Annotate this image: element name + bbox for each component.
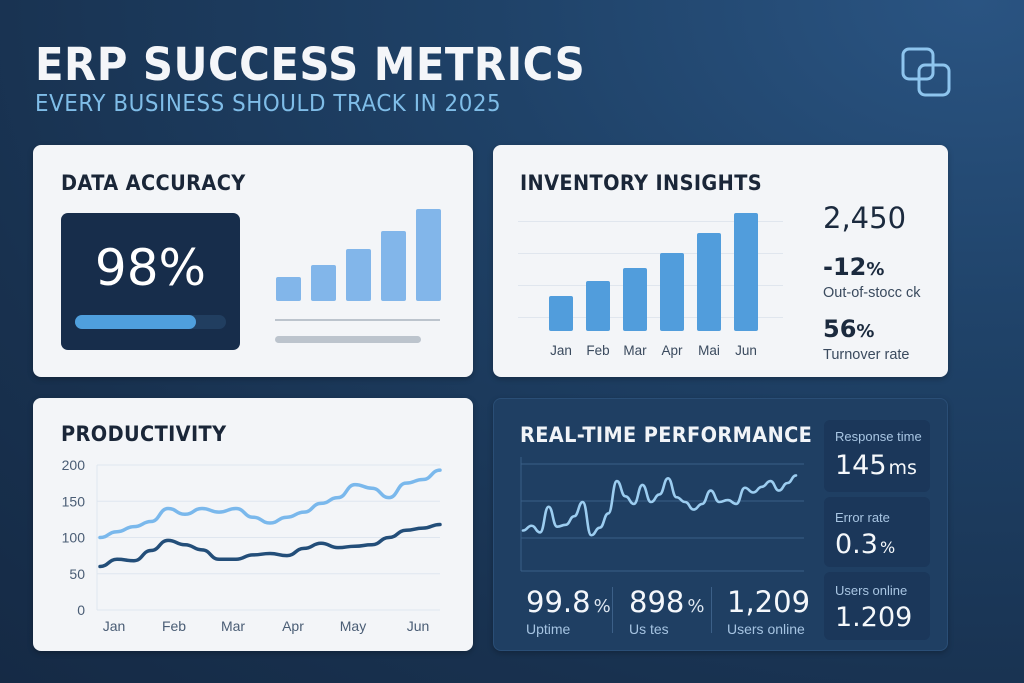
svg-text:50: 50 (69, 566, 85, 582)
productivity-line-chart: 0 50 100 150 200 Jan Feb Mar Apr May Jun (62, 457, 442, 634)
response-time-tile: Response time 145 ms (824, 420, 930, 492)
divider-line (275, 319, 440, 321)
mini-bar (346, 249, 371, 301)
svg-text:Jan: Jan (103, 618, 126, 634)
x-axis-label: Jun (735, 343, 757, 358)
svg-text:May: May (340, 618, 366, 634)
x-axis-label: Jan (550, 343, 572, 358)
svg-text:150: 150 (62, 493, 86, 509)
uptime-stat: 99.8% Uptime (526, 585, 611, 637)
page-title: ERP SUCCESS METRICS (35, 38, 586, 91)
svg-text:Feb: Feb (162, 618, 186, 634)
productivity-card: PRODUCTIVITY 0 50 100 150 200 Jan Feb Mar Apr May… (33, 398, 473, 651)
inventory-card: INVENTORY INSIGHTS Jan Feb Mar Apr Mai Jun 2,… (493, 145, 948, 377)
svg-text:Apr: Apr (282, 618, 304, 634)
inventory-title: INVENTORY INSIGHTS (520, 171, 763, 195)
out-of-stock-change: -12% (823, 253, 885, 281)
mini-bar (381, 231, 406, 301)
svg-text:0: 0 (77, 602, 85, 618)
turnover-rate-label: Turnover rate (823, 347, 910, 363)
users-online-tile: Users online 1.209 (824, 572, 930, 640)
inventory-bar (549, 296, 573, 331)
inventory-bar (697, 233, 721, 331)
us-tes-stat: 898% Us tes (629, 585, 705, 637)
inventory-bar (660, 253, 684, 331)
realtime-performance-card: REAL-TIME PERFORMANCE 99.8% Uptime 898% … (493, 398, 948, 651)
x-axis-label: Mar (623, 343, 647, 358)
realtime-sparkline (520, 457, 804, 572)
svg-text:Mar: Mar (221, 618, 245, 634)
overlapping-squares-icon (901, 47, 951, 97)
svg-text:100: 100 (62, 530, 86, 546)
grid-line (518, 253, 783, 254)
mini-bar (276, 277, 301, 301)
mini-bar (416, 209, 441, 301)
data-accuracy-card: DATA ACCURACY 98% (33, 145, 473, 377)
stat-divider (711, 587, 712, 633)
grid-line (518, 317, 783, 318)
turnover-rate-value: 56% (823, 315, 875, 343)
x-axis-label: Apr (661, 343, 683, 358)
accuracy-progress-bar (75, 315, 226, 329)
accuracy-value: 98% (94, 239, 207, 297)
out-of-stock-label: Out-of-stocc ck (823, 285, 921, 301)
grid-line (518, 285, 783, 286)
data-accuracy-title: DATA ACCURACY (61, 171, 246, 195)
error-rate-tile: Error rate 0.3% (824, 497, 930, 567)
users-online-stat: 1,209 Users online (727, 585, 811, 637)
mini-bar (311, 265, 336, 301)
page-subtitle: EVERY BUSINESS SHOULD TRACK IN 2025 (35, 91, 502, 117)
x-axis-label: Feb (586, 343, 610, 358)
productivity-title: PRODUCTIVITY (61, 422, 227, 446)
x-axis-label: Mai (698, 343, 720, 358)
accuracy-progress-fill (75, 315, 196, 329)
accuracy-value-box: 98% (61, 213, 240, 350)
svg-text:Jun: Jun (407, 618, 430, 634)
grid-line (518, 221, 783, 222)
inventory-bar (623, 268, 647, 331)
inventory-bar (734, 213, 758, 331)
inventory-bar (586, 281, 610, 331)
inventory-total: 2,450 (823, 201, 907, 235)
stat-divider (612, 587, 613, 633)
placeholder-bar (275, 336, 421, 343)
realtime-title: REAL-TIME PERFORMANCE (520, 423, 813, 447)
svg-text:200: 200 (62, 457, 86, 473)
